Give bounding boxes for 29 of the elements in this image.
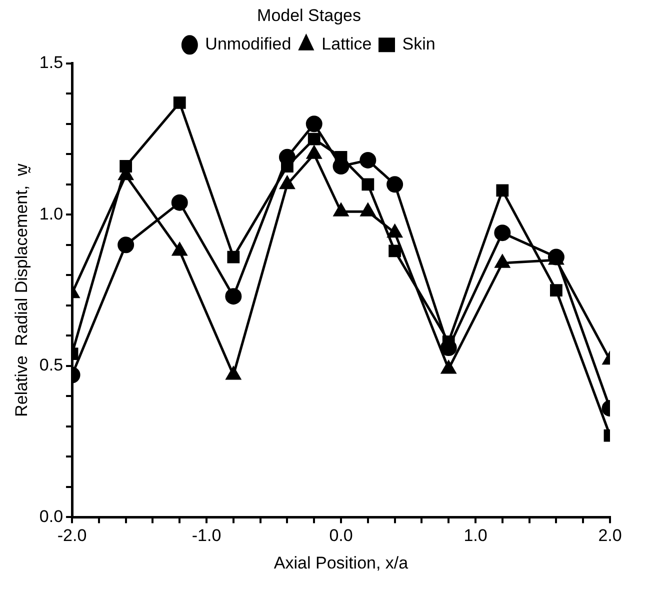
legend-label: Unmodified	[205, 34, 292, 54]
point	[171, 194, 188, 211]
point	[388, 244, 402, 258]
point	[306, 116, 322, 132]
point	[225, 288, 242, 305]
x-tick-label: 1.0	[464, 526, 488, 546]
y-axis-title: Relative Radial Displacement, w̰	[12, 162, 31, 417]
legend-label: Lattice	[322, 34, 372, 54]
y-tick-label: 0.0	[39, 506, 64, 526]
point	[227, 250, 240, 264]
point	[360, 152, 376, 168]
point	[386, 176, 404, 193]
x-axis-title: Axial Position, x/a	[274, 553, 409, 572]
point	[550, 284, 562, 296]
x-tick-label: -2.0	[57, 526, 87, 546]
point	[494, 224, 511, 242]
legend-label: Skin	[402, 34, 436, 54]
point	[173, 96, 186, 109]
point	[496, 184, 509, 197]
y-tick-label: 0.5	[39, 356, 64, 375]
point	[118, 236, 134, 254]
x-tick-label: 2.0	[598, 526, 622, 546]
y-tick-label: 1.5	[39, 53, 64, 72]
point	[362, 178, 374, 191]
x-tick-label: -1.0	[192, 526, 222, 546]
x-tick-label: 0.0	[329, 526, 353, 546]
point	[308, 132, 320, 146]
legend-title: Model Stages	[257, 6, 361, 26]
y-tick-label: 1.0	[39, 204, 64, 224]
